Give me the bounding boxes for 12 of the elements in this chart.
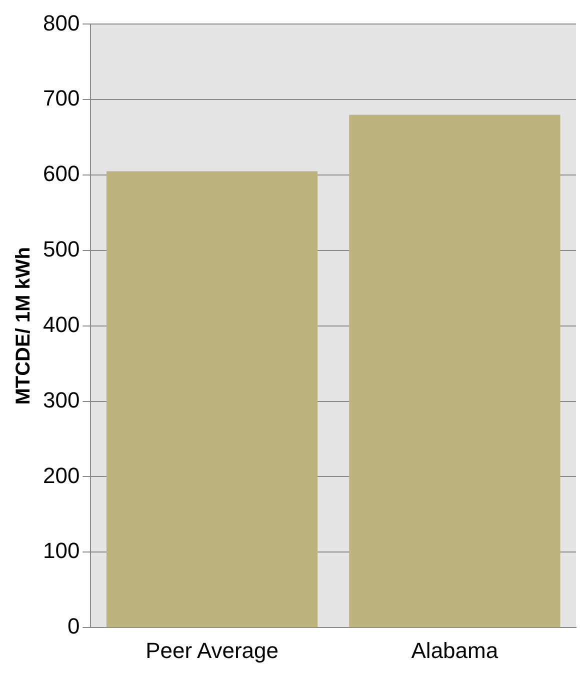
x-tick-label: Alabama <box>411 638 499 663</box>
y-tick-label: 400 <box>42 312 80 337</box>
y-tick-label: 300 <box>42 387 80 412</box>
y-axis-title: MTCDE/ 1M kWh <box>12 247 35 405</box>
y-tick-label: 800 <box>42 10 80 36</box>
y-tick-label: 200 <box>42 462 80 488</box>
y-tick-label: 0 <box>67 614 80 639</box>
y-tick-label: 100 <box>42 538 80 564</box>
y-tick-label: 600 <box>42 161 80 186</box>
y-tick-label: 700 <box>42 86 80 111</box>
y-tick-label: 500 <box>42 236 80 262</box>
x-tick-label: Peer Average <box>146 638 278 663</box>
